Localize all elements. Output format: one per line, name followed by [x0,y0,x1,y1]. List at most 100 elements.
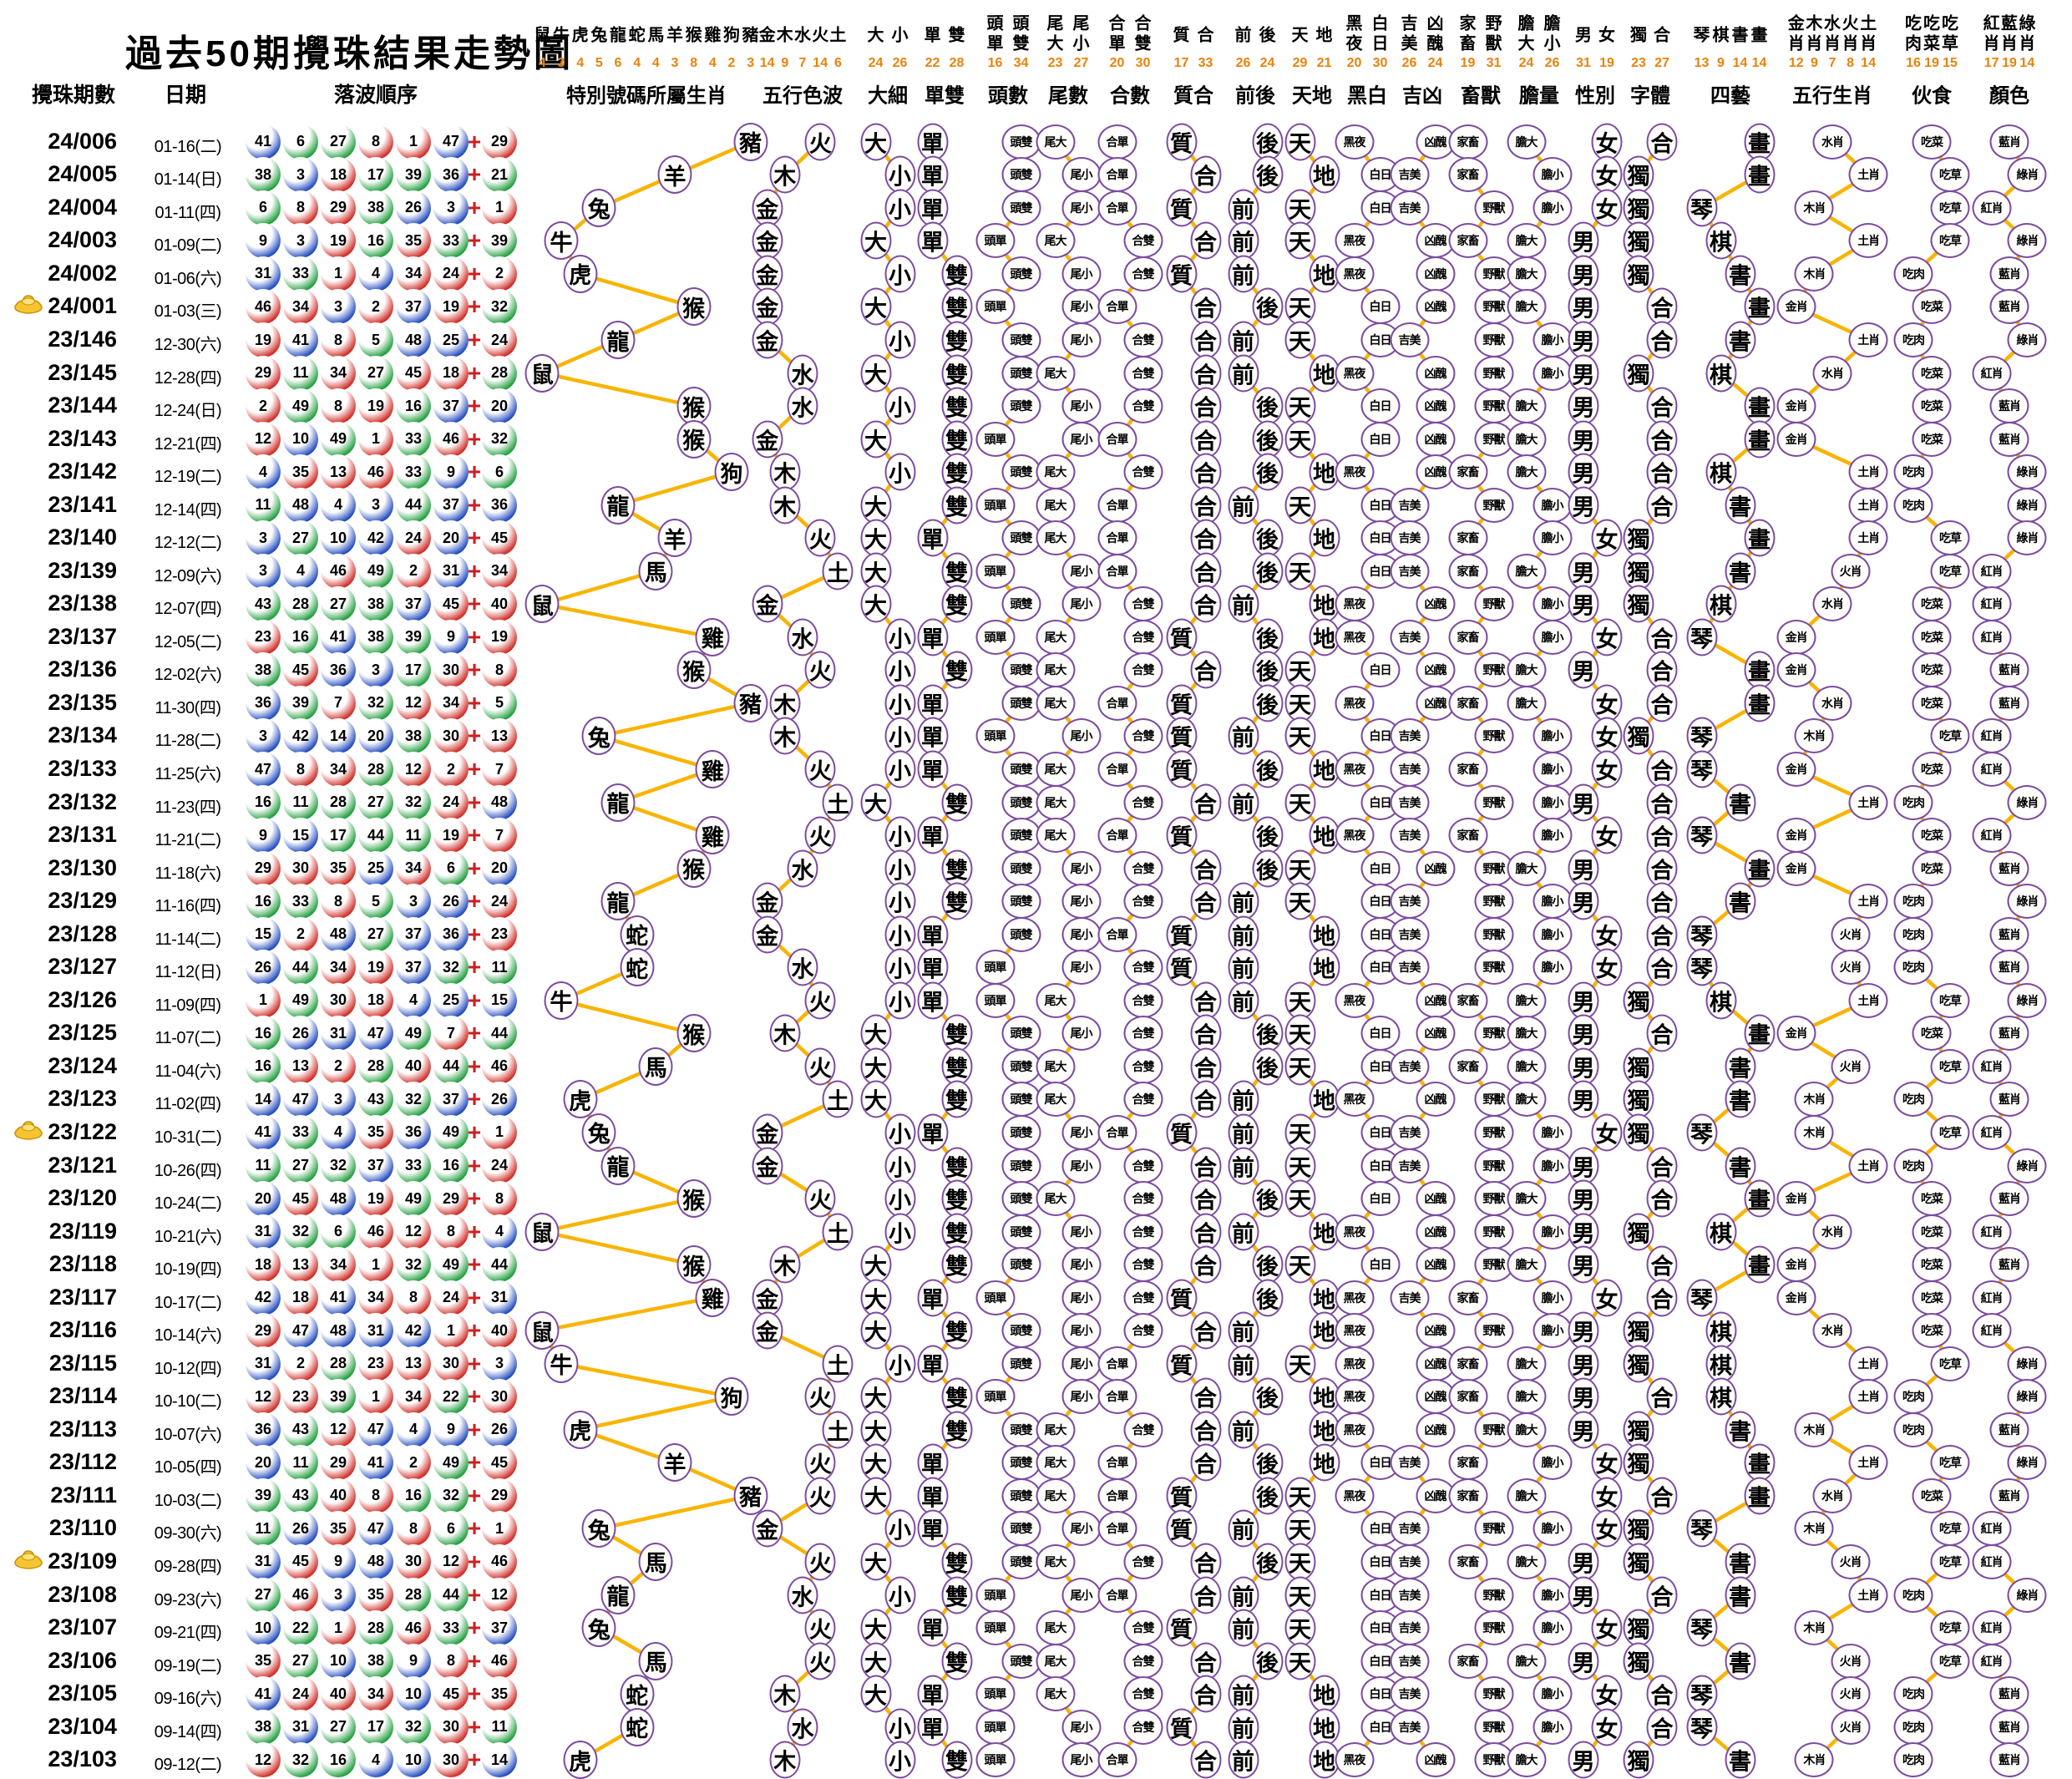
column-header-jixiong-option: 凶 [1426,14,1444,33]
column-header-huoshi-option: 菜 [1923,34,1940,53]
column-header-siyi-option: 畫 [1750,26,1768,45]
trend-marker-huoshi: 吃菜 [1912,124,1952,160]
column-header-danliang-option: 小 [1543,34,1561,53]
trend-marker-heibai: 黑夜 [1335,124,1374,160]
trend-marker-jixiong: 吉美 [1390,190,1429,226]
trend-marker-chushou: 家畜 [1448,223,1487,259]
drawn-ball: 33 [433,223,469,259]
column-header-heshu-option: 合 [1134,14,1152,33]
col-header-date: 日期 [164,84,207,107]
column-group-label-heshu: 合數 [1110,84,1150,108]
column-header-toushu-option: 雙 [1012,34,1030,53]
column-header-wuxing_shengxiao-option: 金 [1787,14,1805,33]
trend-marker-wuxing: 火 [804,123,836,161]
column-header-xingbie-option: 女 [1598,26,1615,45]
period-label: 24/005 [48,161,117,187]
column-header-weishu-option: 尾 [1072,14,1090,33]
column-header-wuxing_shengxiao-option: 水 [1824,14,1841,33]
drawn-ball: 16 [358,223,393,259]
trend-marker-siyi: 棋 [1705,221,1736,260]
column-header-heibai-option: 日 [1371,34,1389,53]
column-count-yanse: 19 [2002,56,2017,70]
column-header-tiandi-option: 天 [1291,26,1309,45]
column-group-label-danliang: 膽量 [1519,84,1559,108]
column-count-zodiac: 4 [576,56,585,70]
plus-sign: + [467,128,482,155]
trend-marker-heshu: 合單 [1097,190,1137,226]
trend-marker-wuxing_shengxiao: 土肖 [1848,157,1888,193]
column-count-siyi: 14 [1751,56,1767,70]
column-header-chushou-option: 家 [1459,14,1477,33]
plus-sign: + [467,194,482,220]
trend-marker-zodiac: 羊 [657,155,692,195]
column-header-daxiao-option: 小 [891,26,909,45]
column-header-heshu-option: 單 [1108,34,1126,53]
column-group-label-xingbie: 性別 [1575,84,1615,108]
trend-marker-tiandi: 地 [1309,155,1340,194]
trend-marker-ziti: 獨 [1623,155,1654,194]
drawn-ball: 38 [246,157,281,193]
column-header-chushou-option: 野 [1485,14,1502,33]
column-header-wuxing_shengxiao-option: 肖 [1841,34,1859,53]
column-count-xingbie: 19 [1599,56,1614,70]
column-header-ziti-option: 合 [1654,26,1670,45]
column-count-wuxing_shengxiao: 9 [1810,56,1818,70]
column-header-zodiac-option: 鼠 [534,26,551,45]
trend-marker-zodiac: 豬 [733,122,768,161]
column-count-wuxing: 14 [759,56,775,70]
drawn-ball: 27 [321,124,356,160]
column-header-zhihe-option: 質 [1173,26,1190,45]
plus-sign: + [467,161,482,188]
column-group-label-weishu: 尾數 [1048,84,1088,108]
trend-marker-huoshi: 吃草 [1930,190,1970,226]
column-header-yanse-option: 綠 [2019,14,2036,33]
column-count-tiandi: 21 [1316,56,1332,70]
trend-marker-zhihe: 合 [1190,155,1221,194]
trend-marker-wuxing: 金 [752,221,783,260]
trend-marker-xingbie: 男 [1568,221,1599,260]
column-header-weishu-option: 小 [1072,34,1090,53]
column-header-wuxing_shengxiao-option: 木 [1806,14,1823,33]
column-header-toushu-option: 頭 [986,14,1004,33]
trend-marker-zhihe: 質 [1166,189,1197,227]
column-group-label-toushu: 頭數 [988,84,1028,108]
page-title: 過去50期攪珠結果走勢圖 [125,33,574,74]
column-header-huoshi-option: 吃 [1942,14,1958,33]
trend-marker-toushu: 頭單 [975,223,1015,259]
trend-marker-weishu: 尾大 [1036,223,1075,259]
trend-marker-wuxing_shengxiao: 土肖 [1848,223,1888,259]
trend-marker-qianhou: 前 [1228,189,1259,227]
trend-marker-danliang: 膽小 [1532,190,1572,226]
column-group-label-ziti: 字體 [1630,84,1670,108]
column-count-zhihe: 17 [1173,56,1189,70]
drawn-ball: 26 [396,190,431,226]
trend-marker-heshu: 合單 [1097,157,1137,193]
column-group-label-jixiong: 吉凶 [1402,84,1442,108]
column-count-wuxing_shengxiao: 8 [1847,56,1855,70]
column-header-chushou-option: 畜 [1459,34,1477,53]
trend-marker-siyi: 畫 [1744,155,1775,194]
drawn-ball: 38 [358,190,393,226]
column-header-weishu-option: 大 [1046,34,1064,53]
column-count-jixiong: 26 [1401,56,1417,70]
column-count-daxiao: 26 [892,56,908,70]
column-header-huoshi-option: 吃 [1905,14,1922,33]
column-header-danshuang-option: 雙 [948,26,965,45]
column-count-zodiac: 5 [595,56,603,70]
column-header-weishu-option: 尾 [1046,14,1064,33]
column-header-heshu-option: 雙 [1134,34,1152,53]
column-header-huoshi-option: 吃 [1923,14,1940,33]
drawn-ball: 19 [321,223,356,259]
column-count-qianhou: 26 [1235,56,1251,70]
trend-marker-tiandi: 天 [1284,123,1315,161]
column-header-heshu-option: 合 [1108,14,1126,33]
column-group-label-yanse: 顏色 [1989,84,2029,108]
trend-marker-zhihe: 質 [1166,123,1197,161]
column-count-huoshi: 19 [1924,56,1939,70]
column-header-toushu-option: 單 [986,34,1004,53]
column-header-heibai-option: 黑 [1345,14,1363,33]
column-count-huoshi: 16 [1906,56,1921,70]
column-header-wuxing-option: 木 [776,26,793,45]
trend-marker-yanse: 紅肖 [1972,190,2012,226]
